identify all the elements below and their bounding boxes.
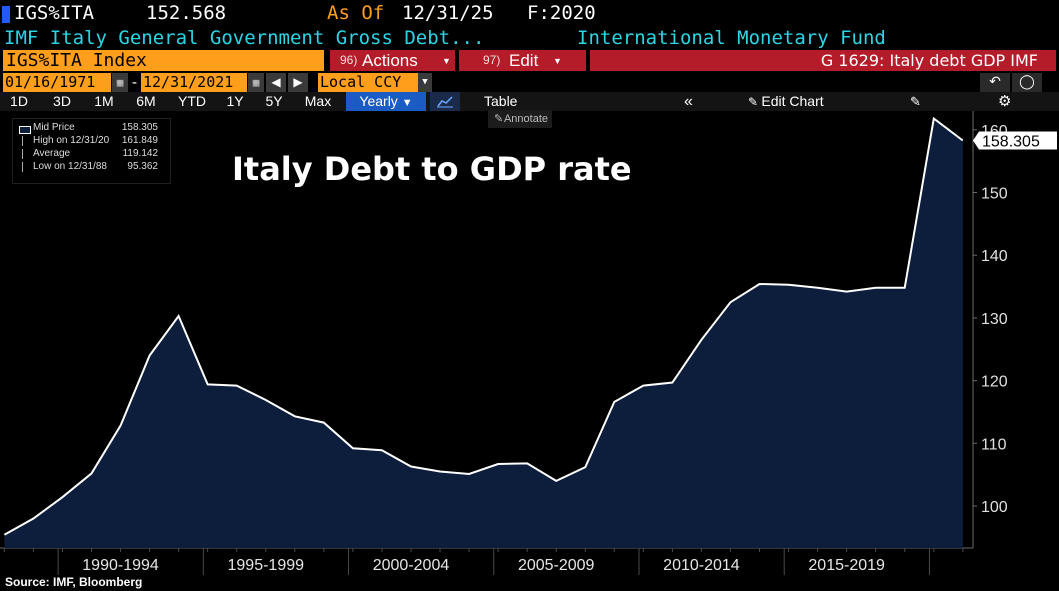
collapse-icon[interactable]: « <box>684 93 693 110</box>
pencil-icon: ✎ <box>494 113 504 125</box>
edit-number: 97) <box>483 53 501 67</box>
actions-button[interactable]: 96) Actions ▼ <box>330 50 455 71</box>
ticker-marker <box>2 6 10 23</box>
period-3d[interactable]: 3D <box>53 93 71 109</box>
last-value: 152.568 <box>146 2 227 24</box>
legend-value: 161.849 <box>121 135 158 146</box>
legend-value: 119.142 <box>122 148 158 159</box>
legend-label: High on 12/31/20 <box>33 135 110 146</box>
table-button[interactable]: Table <box>484 93 518 109</box>
legend-item-mid-price: Mid Price 158.305 <box>13 122 170 134</box>
range-row: 01/16/1971 ▦ - 12/31/2021 ▦ ◀ ▶ Local CC… <box>0 72 1059 93</box>
main-toolbar: IGS%ITA Index 96) Actions ▼ 97) Edit ▼ G… <box>0 49 1059 73</box>
y-tick-label: 100 <box>981 499 1008 516</box>
calendar-icon[interactable]: ▦ <box>248 73 264 92</box>
field-label: F:2020 <box>527 2 596 24</box>
draw-icon[interactable]: ✎ <box>910 94 921 109</box>
as-of-label: As Of <box>327 2 385 24</box>
y-tick-label: 140 <box>981 248 1008 265</box>
last-value-label: 158.305 <box>982 133 1040 150</box>
edit-label: Edit <box>509 51 539 70</box>
chevron-right-icon[interactable]: ▶ <box>288 73 308 92</box>
data-source-name: International Monetary Fund <box>577 27 886 49</box>
source-footer: Source: IMF, Bloomberg <box>5 575 143 589</box>
calendar-icon[interactable]: ▦ <box>112 73 128 92</box>
chart-id-bar: G 1629: Italy debt GDP IMF <box>590 50 1056 71</box>
pencil-icon: ✎ <box>748 95 762 109</box>
annotate-label: Annotate <box>503 113 548 125</box>
description-row: IMF Italy General Government Gross Debt.… <box>0 27 1059 49</box>
y-tick-label: 130 <box>981 311 1008 328</box>
y-tick-label: 150 <box>981 186 1008 203</box>
edit-chart-label: Edit Chart <box>761 93 824 109</box>
edit-chart-button[interactable]: ✎ Edit Chart <box>748 92 824 111</box>
currency-select[interactable]: Local CCY <box>318 73 418 92</box>
legend-swatch <box>19 126 31 134</box>
x-tick-label: 2010-2014 <box>663 557 740 574</box>
frequency-label: Yearly <box>359 93 398 109</box>
annotate-button[interactable]: ✎ Annotate <box>488 110 552 128</box>
series-line <box>3 116 964 536</box>
x-tick-label: 2000-2004 <box>373 557 450 574</box>
start-date-field[interactable]: 01/16/1971 <box>3 73 111 92</box>
series-area <box>4 118 963 548</box>
line-chart-icon[interactable] <box>430 92 460 111</box>
chevron-down-icon: ▼ <box>401 97 413 109</box>
y-tick-label: 110 <box>981 436 1007 453</box>
chevron-down-icon: ▼ <box>442 56 451 66</box>
legend-label: Average <box>33 148 71 159</box>
chart-title: Italy Debt to GDP rate <box>232 150 632 188</box>
period-1d[interactable]: 1D <box>10 93 28 109</box>
period-1y[interactable]: 1Y <box>226 93 244 109</box>
date-separator: - <box>130 73 140 91</box>
end-date-field[interactable]: 12/31/2021 <box>141 73 247 92</box>
period-bar: 1D 3D 1M 6M YTD 1Y 5Y Max Yearly ▼ Table… <box>0 92 1059 111</box>
high-marker-icon <box>22 136 23 146</box>
x-tick-label: 2015-2019 <box>808 557 885 574</box>
ticker-header: IGS%ITA 152.568 As Of 12/31/25 F:2020 <box>0 0 1059 27</box>
legend-label: Mid Price <box>33 122 75 133</box>
gear-icon[interactable]: ⚙ <box>998 93 1012 110</box>
legend-item-high: High on 12/31/20 161.849 <box>13 135 170 147</box>
period-5y[interactable]: 5Y <box>265 93 283 109</box>
chevron-down-icon: ▼ <box>553 56 562 66</box>
as-of-date: 12/31/25 <box>402 2 494 24</box>
y-tick-label: 120 <box>981 374 1008 391</box>
reset-icon[interactable]: ◯ <box>1012 73 1042 92</box>
x-tick-label: 1995-1999 <box>228 557 305 574</box>
legend-item-average: Average 119.142 <box>13 148 170 160</box>
frequency-select[interactable]: Yearly ▼ <box>346 92 426 111</box>
chart-id: G 1629: Italy debt GDP IMF <box>820 51 1038 70</box>
chevron-left-icon[interactable]: ◀ <box>266 73 286 92</box>
last-value-box <box>973 131 1057 150</box>
chevron-down-icon[interactable]: ▼ <box>418 73 432 92</box>
undo-icon[interactable]: ↶ <box>980 73 1010 92</box>
x-tick-label: 2005-2009 <box>518 557 595 574</box>
x-tick-label: 1990-1994 <box>82 557 159 574</box>
legend: Mid Price 158.305 High on 12/31/20 161.8… <box>12 118 171 184</box>
low-marker-icon <box>22 162 23 172</box>
actions-label: Actions <box>362 51 418 70</box>
average-marker-icon <box>22 149 23 159</box>
legend-value: 158.305 <box>121 122 158 133</box>
ticker-symbol: IGS%ITA <box>14 2 95 24</box>
period-ytd[interactable]: YTD <box>178 93 206 109</box>
legend-item-low: Low on 12/31/88 95.362 <box>13 161 170 173</box>
actions-number: 96) <box>340 53 358 67</box>
period-max[interactable]: Max <box>304 93 332 109</box>
period-1m[interactable]: 1M <box>94 93 114 109</box>
period-6m[interactable]: 6M <box>136 93 156 109</box>
legend-label: Low on 12/31/88 <box>33 161 107 172</box>
security-description: IMF Italy General Government Gross Debt.… <box>4 27 485 49</box>
legend-value: 95.362 <box>127 161 158 172</box>
security-field[interactable]: IGS%ITA Index <box>3 50 324 71</box>
edit-button[interactable]: 97) Edit ▼ <box>459 50 586 71</box>
